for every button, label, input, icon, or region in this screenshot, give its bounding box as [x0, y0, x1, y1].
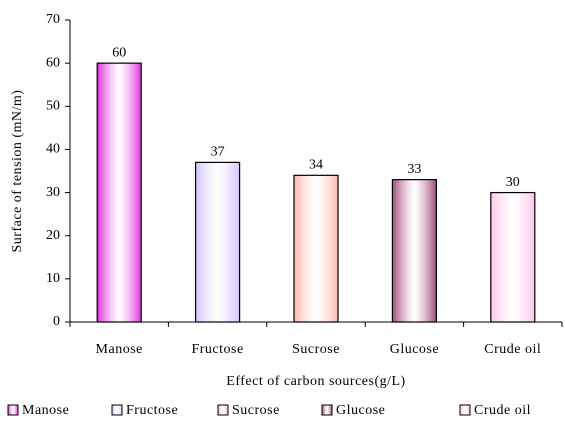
bar — [490, 191, 536, 323]
legend-label: Glucose — [336, 403, 385, 418]
x-tick-label: Manose — [96, 342, 143, 357]
y-tick-label: 20 — [46, 228, 60, 243]
y-tick-label: 60 — [46, 55, 60, 70]
data-label: 33 — [407, 162, 421, 177]
data-label: 34 — [309, 158, 323, 173]
y-tick-label: 0 — [53, 314, 60, 329]
legend-label: Crude oil — [474, 403, 531, 418]
y-tick-label: 50 — [46, 99, 60, 114]
legend-item: Fructose — [111, 403, 178, 418]
legend-label: Manose — [22, 403, 69, 418]
bar — [293, 174, 339, 323]
x-tick-label: Sucrose — [292, 342, 340, 357]
legend-swatch — [7, 404, 19, 416]
x-tick-label: Glucose — [390, 342, 439, 357]
legend-swatch — [217, 404, 229, 416]
data-label: 37 — [211, 145, 225, 160]
bar — [195, 161, 241, 323]
legend-item: Sucrose — [217, 403, 280, 418]
y-tick-label: 30 — [46, 185, 60, 200]
legend-swatch — [321, 404, 333, 416]
legend-swatch — [459, 404, 471, 416]
legend-item: Glucose — [321, 403, 385, 418]
legend-label: Sucrose — [232, 403, 280, 418]
x-tick-label: Fructose — [191, 342, 243, 357]
legend-item: Crude oil — [459, 403, 531, 418]
legend-label: Fructose — [126, 403, 178, 418]
bar — [96, 62, 142, 323]
data-label: 60 — [112, 45, 126, 60]
y-tick-label: 40 — [46, 142, 60, 157]
y-tick-label: 70 — [46, 12, 60, 27]
legend-swatch — [111, 404, 123, 416]
legend-item: Manose — [7, 403, 69, 418]
y-tick-label: 10 — [46, 271, 60, 286]
x-axis-title: Effect of carbon sources(g/L) — [226, 374, 405, 389]
y-axis-title: Surface of tension (mN/m) — [10, 90, 25, 253]
data-label: 30 — [506, 175, 520, 190]
bar — [391, 179, 437, 323]
x-tick-label: Crude oil — [484, 342, 541, 357]
